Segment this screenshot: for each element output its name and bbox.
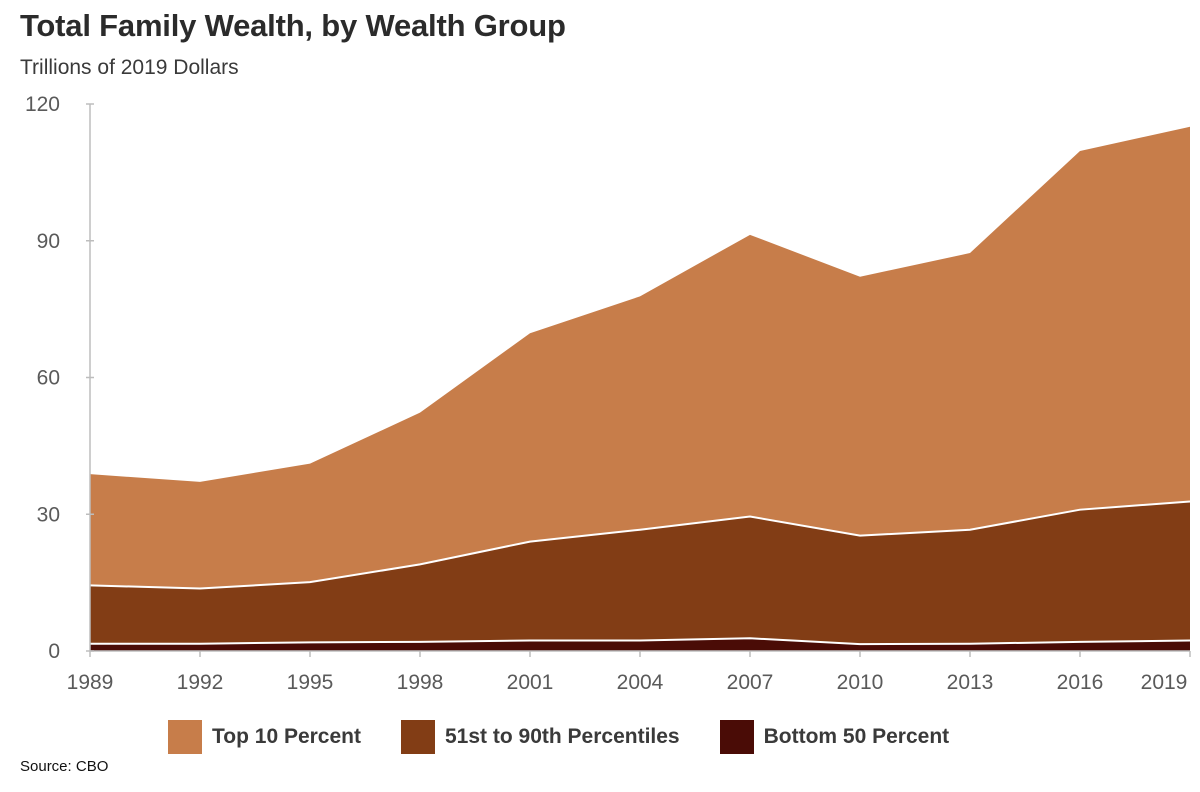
x-tick-label: 1995 xyxy=(287,671,334,694)
x-tick-label: 1992 xyxy=(177,671,224,694)
y-tick-label: 90 xyxy=(37,230,60,253)
x-axis-ticks: 1989 1992 1995 1998 2001 2004 2007 2010 2013 2016… xyxy=(67,651,1191,694)
y-tick-label: 60 xyxy=(37,367,60,390)
x-tick-label: 2013 xyxy=(947,671,994,694)
series-boundary-line xyxy=(90,637,1191,646)
area-51st-to-90th-percentiles xyxy=(90,501,1190,645)
y-axis-ticks: 0 30 60 90 120 xyxy=(25,93,94,663)
chart-subtitle: Trillions of 2019 Dollars xyxy=(20,56,239,79)
legend: Top 10 Percent 51st to 90th Percentiles … xyxy=(168,720,989,754)
area-top-10-percent xyxy=(90,126,1190,589)
series-boundary-line xyxy=(89,500,1191,590)
x-tick-label: 1989 xyxy=(67,671,114,694)
legend-item-top-10: Top 10 Percent xyxy=(168,720,361,754)
area-bottom-50-percent xyxy=(90,638,1190,651)
x-tick-label: 2004 xyxy=(617,671,664,694)
legend-swatch-bottom-50 xyxy=(719,720,754,754)
x-tick-label: 2019 xyxy=(1141,671,1188,694)
legend-label-51-90: 51st to 90th Percentiles xyxy=(445,725,680,748)
legend-swatch-51-90 xyxy=(401,720,435,754)
legend-label-top-10: Top 10 Percent xyxy=(212,725,361,748)
x-tick-label: 2001 xyxy=(507,671,554,694)
legend-item-51-90: 51st to 90th Percentiles xyxy=(401,720,680,754)
x-tick-label: 1998 xyxy=(397,671,444,694)
x-tick-label: 2016 xyxy=(1057,671,1104,694)
source-note: Source: CBO xyxy=(20,758,109,775)
y-tick-label: 120 xyxy=(25,93,60,116)
chart-title: Total Family Wealth, by Wealth Group xyxy=(20,8,566,43)
x-tick-label: 2010 xyxy=(837,671,884,694)
legend-swatch-top-10 xyxy=(168,720,202,754)
y-tick-label: 0 xyxy=(48,640,60,663)
area-layers xyxy=(90,126,1190,651)
x-tick-label: 2007 xyxy=(727,671,774,694)
y-tick-label: 30 xyxy=(37,503,60,526)
legend-item-bottom-50: Bottom 50 Percent xyxy=(719,720,950,754)
series-boundaries xyxy=(89,500,1191,646)
legend-label-bottom-50: Bottom 50 Percent xyxy=(763,725,950,748)
